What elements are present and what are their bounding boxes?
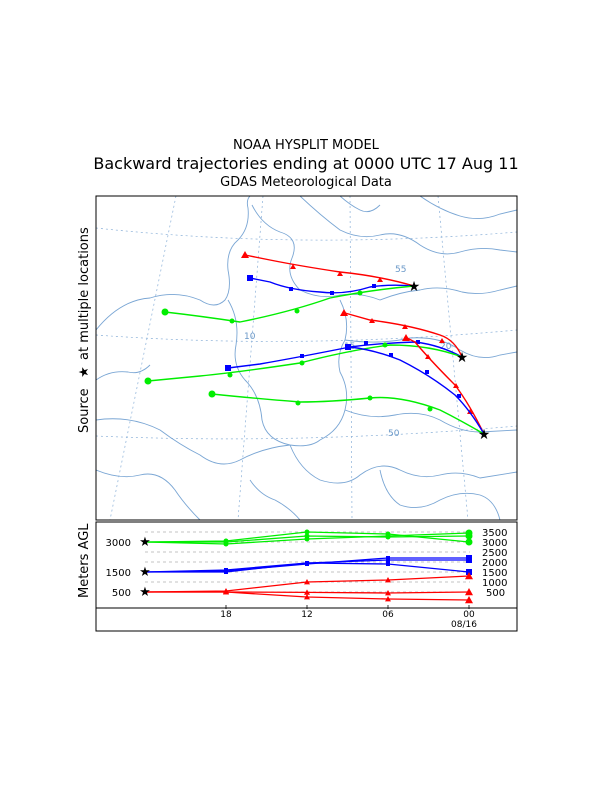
profile-marker	[385, 596, 391, 602]
profile-marker	[223, 589, 229, 595]
side-label-suffix: at multiple locations	[77, 227, 92, 360]
profile-marker	[386, 562, 390, 566]
profile-marker	[466, 557, 472, 563]
trajectory-site3-3000m	[208, 390, 485, 435]
profile-marker	[465, 596, 473, 604]
right-tick-1500: 1500	[482, 568, 507, 579]
right-tick-2500: 2500	[482, 548, 507, 559]
profile-star-icon: ★	[139, 585, 151, 600]
left-tick-1500: 1500	[106, 568, 131, 579]
trajectory-subtitle: Backward trajectories ending at 0000 UTC…	[93, 154, 519, 173]
star-legend-icon: ★	[77, 366, 92, 378]
side-label-prefix: Source	[77, 388, 92, 433]
profile-marker	[385, 590, 391, 596]
profile-star-icon: ★	[139, 565, 151, 580]
profile-marker	[465, 572, 473, 580]
time-label-18: 18	[220, 610, 232, 620]
source-star-icon: ★	[408, 279, 421, 295]
right-tick-1000: 1000	[482, 578, 507, 589]
trajectory-site1-1500m	[247, 275, 415, 295]
border-lines	[227, 299, 348, 447]
map-panel: 55 10 15 20 50	[95, 195, 518, 521]
source-side-label: Source ★ at multiple locations	[77, 227, 92, 433]
trajectory-site2-500m	[340, 309, 463, 358]
profile-marker	[385, 533, 391, 539]
data-source-label: GDAS Meteorological Data	[220, 175, 392, 190]
profile-marker	[386, 558, 390, 562]
trajectory-site1-3000m	[161, 285, 415, 324]
profile-marker	[223, 541, 229, 547]
right-tick-500: 500	[486, 588, 505, 599]
right-tick-3000: 3000	[482, 538, 507, 549]
profile-marker	[305, 561, 309, 565]
profile-marker	[304, 579, 310, 585]
date-label: 08/16	[451, 620, 477, 630]
coastline-north-sea	[96, 196, 251, 331]
grid-label-55: 55	[395, 265, 406, 275]
profile-panel: Meters AGL 3000 1500 500 3500 3000 2500 …	[77, 521, 518, 630]
trajectory-site3-1500m	[345, 344, 485, 435]
profile-series	[144, 529, 473, 604]
grid-label-20: 20	[440, 342, 452, 352]
profile-marker	[465, 588, 473, 596]
model-title: NOAA HYSPLIT MODEL	[233, 138, 379, 153]
profile-marker	[224, 568, 228, 572]
left-tick-3000: 3000	[106, 538, 131, 549]
profile-marker	[304, 529, 310, 535]
right-tick-3500: 3500	[482, 528, 507, 539]
trajectory-site1-500m	[241, 251, 415, 287]
profile-marker	[465, 538, 473, 546]
profile-marker	[304, 536, 310, 542]
time-label-00: 00	[463, 610, 475, 620]
profile-marker	[304, 594, 310, 600]
right-tick-2000: 2000	[482, 558, 507, 569]
grid-label-50: 50	[388, 429, 400, 439]
profile-marker	[304, 589, 310, 595]
trajectory-site2-3000m	[144, 342, 463, 385]
profile-star-icon: ★	[139, 535, 151, 550]
grid-label-10: 10	[244, 332, 256, 342]
map-background	[96, 196, 517, 520]
time-label-12: 12	[301, 610, 312, 620]
profile-ylabel: Meters AGL	[77, 523, 92, 598]
profile-marker	[385, 577, 391, 583]
source-star-icon: ★	[478, 427, 491, 443]
profile-marker	[465, 529, 473, 537]
trajectory-site3-500m	[402, 334, 485, 435]
time-frame	[95, 607, 518, 632]
left-tick-500: 500	[112, 588, 131, 599]
map-frame	[95, 195, 518, 521]
source-star-icon: ★	[456, 350, 469, 366]
time-label-06: 06	[382, 610, 394, 620]
trajectory-site2-1500m	[225, 340, 463, 371]
